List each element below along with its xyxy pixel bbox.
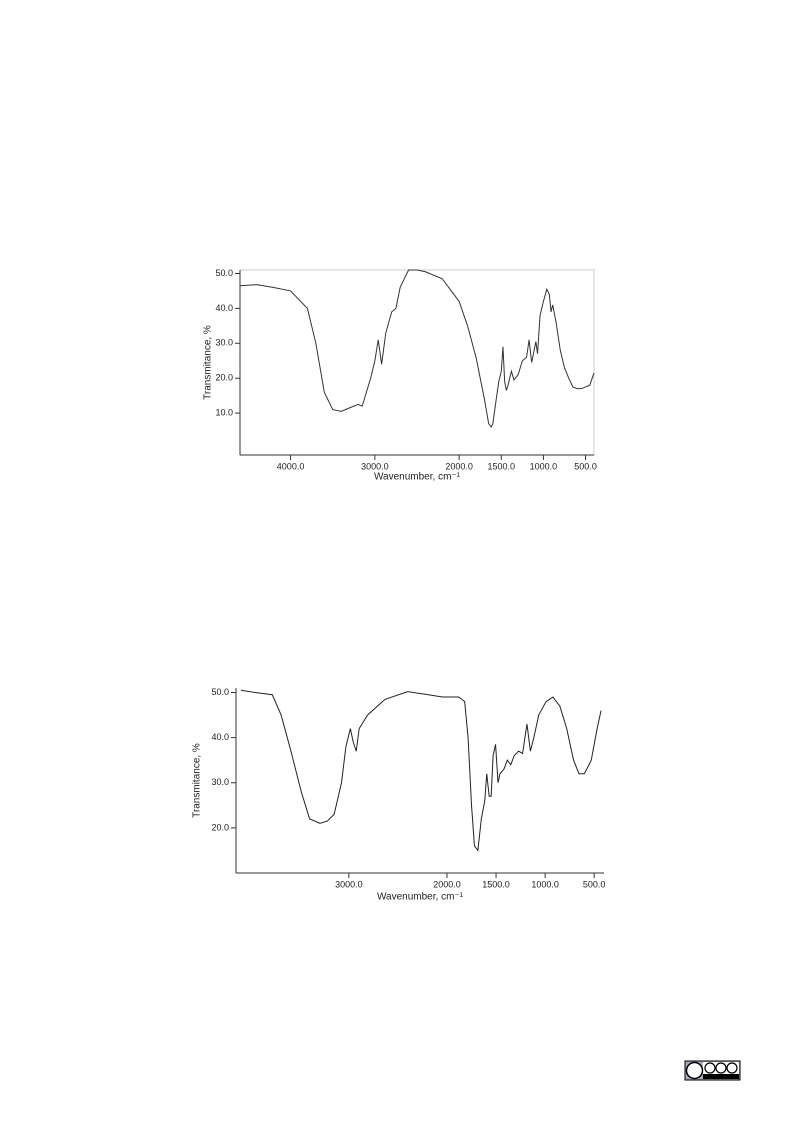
- y-tick-label: 50.0: [215, 268, 233, 278]
- spectrum-line: [240, 689, 602, 852]
- chart: 20.0 30.0 40.0 50.0 3000.0 2000.0 1500.0 1000.0…: [192, 687, 606, 903]
- icon-by: [704, 1062, 716, 1074]
- y-tick-label: 30.0: [211, 777, 229, 787]
- x-axis-title: Wavenumber, cm⁻¹: [374, 472, 461, 483]
- y-tick-label: 30.0: [215, 338, 233, 348]
- icon-cc: [685, 1061, 704, 1080]
- x-tick-label: 1000.0: [530, 461, 558, 471]
- y-tick-label: 50.0: [211, 687, 229, 697]
- y-tick-label: 10.0: [215, 407, 233, 417]
- spectrum-line: [239, 269, 595, 429]
- y-axis-title: Transmitance, %: [192, 743, 203, 818]
- x-tick-label: 1500.0: [482, 879, 510, 889]
- cc-license-icon: [684, 1060, 741, 1081]
- x-tick-label: 1000.0: [531, 879, 559, 889]
- y-tick-label: 40.0: [215, 303, 233, 313]
- icon-nd: [726, 1062, 738, 1074]
- x-axis-title: Wavenumber, cm⁻¹: [377, 892, 464, 903]
- x-tick-label: 3000.0: [335, 879, 363, 889]
- x-tick-label: 3000.0: [361, 461, 389, 471]
- x-tick-label: 4000.0: [277, 461, 305, 471]
- icon-bar: [703, 1074, 739, 1079]
- icon-nc: [715, 1062, 727, 1074]
- x-tick-label: 2000.0: [433, 879, 461, 889]
- x-tick-label: 2000.0: [445, 461, 473, 471]
- y-tick-label: 40.0: [211, 732, 229, 742]
- x-tick-label: 500.0: [574, 461, 597, 471]
- x-tick-label: 500.0: [583, 879, 606, 889]
- chart: 10.0 20.0 30.0 40.0 50.0 4000.0 3000.0 2000.0 15…: [203, 268, 597, 483]
- plot-frame: [239, 269, 595, 456]
- y-tick-label: 20.0: [215, 373, 233, 383]
- x-tick-label: 1500.0: [488, 461, 516, 471]
- y-tick-label: 20.0: [211, 822, 229, 832]
- y-axis-title: Transmitance, %: [203, 325, 214, 400]
